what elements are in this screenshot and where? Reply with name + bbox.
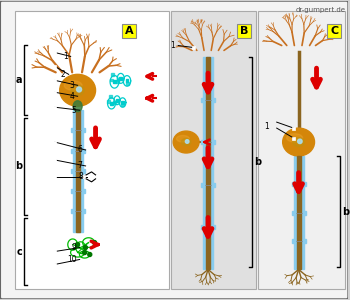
Text: 1: 1: [63, 52, 68, 61]
Circle shape: [76, 243, 79, 247]
Bar: [303, 182, 306, 186]
Circle shape: [92, 241, 97, 244]
FancyBboxPatch shape: [258, 11, 345, 289]
Bar: [201, 225, 204, 229]
Bar: [71, 169, 74, 173]
Text: 9: 9: [72, 243, 77, 252]
Text: B: B: [240, 26, 248, 36]
Ellipse shape: [176, 136, 189, 142]
Text: 2: 2: [61, 70, 66, 79]
Bar: [108, 95, 112, 98]
Ellipse shape: [64, 81, 82, 90]
Text: c: c: [16, 247, 22, 256]
Bar: [82, 169, 85, 173]
Bar: [303, 211, 306, 215]
Bar: [292, 137, 295, 140]
Bar: [119, 77, 122, 80]
Bar: [53, 106, 56, 109]
Ellipse shape: [73, 101, 82, 112]
Text: 8: 8: [79, 172, 84, 182]
Text: 5: 5: [72, 106, 77, 115]
Bar: [76, 110, 80, 232]
Bar: [116, 99, 119, 102]
Bar: [53, 250, 56, 253]
Text: dr-gumpert.de: dr-gumpert.de: [295, 7, 345, 13]
Bar: [53, 65, 56, 68]
Bar: [82, 149, 85, 153]
Circle shape: [298, 139, 302, 144]
Ellipse shape: [181, 139, 191, 145]
Ellipse shape: [71, 85, 84, 95]
Bar: [201, 98, 204, 102]
Bar: [121, 101, 124, 104]
Bar: [113, 80, 116, 83]
Bar: [126, 80, 128, 82]
Text: b: b: [15, 161, 22, 171]
Bar: [191, 46, 195, 49]
Ellipse shape: [293, 137, 304, 147]
Bar: [201, 183, 204, 187]
Text: 1: 1: [170, 41, 175, 50]
Bar: [53, 263, 56, 266]
Bar: [110, 79, 113, 82]
Bar: [71, 128, 74, 132]
Circle shape: [186, 140, 189, 143]
FancyBboxPatch shape: [122, 24, 136, 38]
Bar: [107, 100, 110, 103]
Text: 1: 1: [264, 122, 269, 130]
Bar: [212, 140, 215, 144]
Ellipse shape: [173, 131, 199, 153]
Bar: [73, 110, 83, 232]
Text: 3: 3: [70, 81, 75, 90]
Text: A: A: [125, 26, 134, 36]
Text: C: C: [330, 26, 338, 36]
FancyBboxPatch shape: [237, 24, 251, 38]
Bar: [53, 140, 56, 143]
Bar: [82, 176, 85, 178]
Bar: [212, 225, 215, 229]
Bar: [292, 127, 295, 130]
Bar: [294, 156, 303, 269]
Bar: [53, 91, 56, 94]
Ellipse shape: [283, 128, 315, 156]
Bar: [82, 128, 85, 132]
Bar: [212, 98, 215, 102]
Text: b: b: [342, 207, 350, 217]
Circle shape: [83, 246, 88, 250]
Bar: [112, 73, 114, 76]
Bar: [206, 57, 210, 269]
Bar: [292, 182, 295, 186]
Text: a: a: [15, 75, 22, 85]
Bar: [303, 239, 306, 243]
FancyBboxPatch shape: [15, 11, 169, 289]
Ellipse shape: [287, 134, 303, 142]
Text: 7: 7: [78, 161, 83, 170]
Text: 10: 10: [67, 255, 77, 264]
Circle shape: [88, 253, 92, 256]
Bar: [82, 189, 85, 193]
Bar: [292, 211, 295, 215]
Bar: [53, 51, 56, 54]
Bar: [71, 149, 74, 153]
Bar: [53, 79, 56, 82]
Bar: [53, 158, 56, 161]
Bar: [113, 101, 116, 104]
Bar: [296, 156, 301, 269]
Bar: [71, 209, 74, 213]
Bar: [71, 189, 74, 193]
Bar: [116, 80, 119, 82]
Bar: [53, 176, 56, 178]
Bar: [126, 82, 128, 85]
Bar: [201, 140, 204, 144]
Bar: [203, 57, 213, 269]
Ellipse shape: [60, 74, 96, 106]
Text: 4: 4: [70, 92, 75, 101]
Text: 6: 6: [78, 146, 83, 154]
Circle shape: [83, 250, 87, 254]
Circle shape: [77, 87, 82, 92]
FancyBboxPatch shape: [171, 11, 256, 289]
Text: b: b: [254, 158, 261, 167]
FancyBboxPatch shape: [328, 24, 341, 38]
Bar: [121, 103, 124, 106]
